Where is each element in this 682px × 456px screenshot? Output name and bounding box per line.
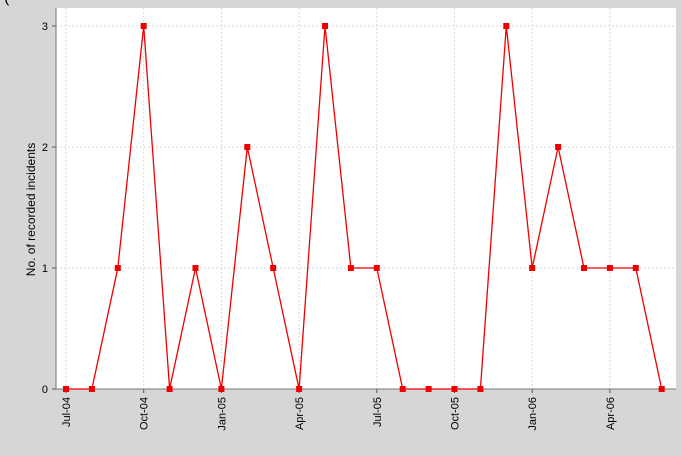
x-tick-label: Oct-05 <box>450 397 462 430</box>
data-point-marker <box>606 265 613 271</box>
x-tick-label: Jan-06 <box>527 397 539 431</box>
data-point-marker <box>322 23 328 29</box>
data-point-marker <box>166 386 173 392</box>
data-point-marker <box>270 265 277 271</box>
plot-area <box>56 8 676 389</box>
y-axis-title: No. of recorded incidents <box>24 143 38 276</box>
data-point-marker <box>529 265 536 271</box>
series-line <box>66 25 663 390</box>
x-tick-label: Jan-05 <box>216 397 228 431</box>
data-point-marker <box>373 265 380 271</box>
data-point-marker <box>296 386 303 392</box>
data-point-marker <box>192 265 199 271</box>
x-tick-label: Jul-04 <box>61 397 73 427</box>
data-point-marker <box>425 386 432 392</box>
data-point-marker <box>244 144 251 150</box>
x-tick-label: Jul-05 <box>372 397 384 427</box>
data-point-marker <box>658 386 665 392</box>
data-point-marker <box>632 265 639 271</box>
data-point-marker <box>88 386 95 392</box>
axes <box>52 8 676 393</box>
data-point-marker <box>581 265 587 271</box>
x-tick-label: Apr-06 <box>605 397 617 430</box>
y-tick-label: 3 <box>42 21 48 33</box>
x-tick-label: Oct-04 <box>139 397 151 430</box>
tick-labels: 0 1 2 3 Jul-04 Oct-04 Jan-05 Apr-05 Jul-05 Oct-05… <box>42 21 617 431</box>
y-tick-label: 2 <box>42 142 48 154</box>
data-point-marker <box>451 386 458 392</box>
data-point-marker <box>503 23 510 29</box>
data-point-marker <box>140 23 147 29</box>
top-text-fragment: ( <box>4 0 9 7</box>
data-point-marker <box>63 386 69 392</box>
data-point-marker <box>218 386 225 392</box>
data-point-marker <box>347 265 354 271</box>
data-point-marker <box>114 265 121 271</box>
data-point-marker <box>477 386 484 392</box>
y-tick-label: 0 <box>42 384 48 396</box>
data-point-marker <box>399 386 406 392</box>
x-tick-label: Apr-05 <box>294 397 306 430</box>
data-point-marker <box>555 144 562 150</box>
y-tick-label: 1 <box>42 263 48 275</box>
series-layer <box>63 23 665 392</box>
